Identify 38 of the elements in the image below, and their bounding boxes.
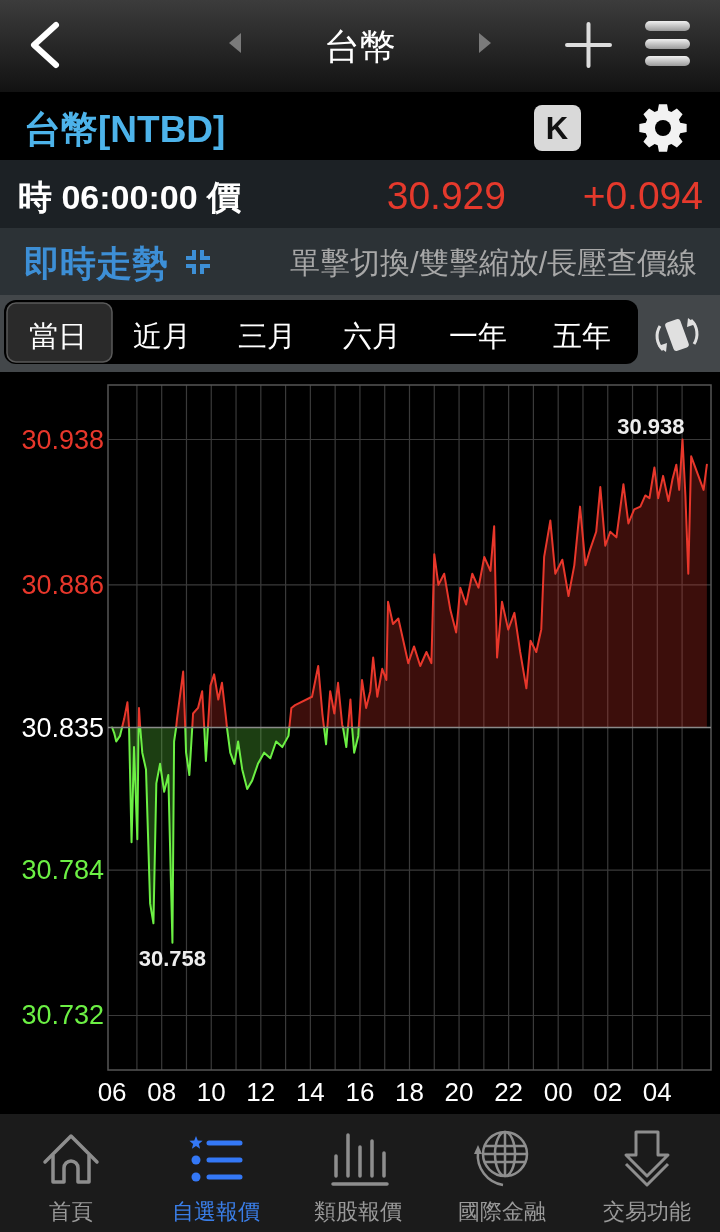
text: 當日	[29, 320, 87, 352]
annotation: 30.938	[617, 413, 685, 439]
x-tick-label: 06	[97, 1077, 127, 1107]
chart-subtitle: 台幣[NTBD]	[24, 109, 226, 150]
x-tick-label: 20	[444, 1077, 474, 1107]
x-tick-label: 12	[246, 1077, 276, 1107]
chart-title: 台幣	[324, 26, 396, 67]
y-tick-label: 30.938	[21, 424, 104, 455]
text: 交易功能	[603, 1199, 691, 1224]
x-tick-label: 02	[593, 1077, 623, 1107]
y-tick-label: 30.784	[21, 855, 104, 886]
x-tick-label: 04	[642, 1077, 672, 1107]
text: 時 06:00:00 價	[18, 178, 241, 216]
text: 六月	[343, 320, 401, 352]
text: 一年	[449, 320, 507, 352]
x-tick-label: 22	[494, 1077, 524, 1107]
x-tick-label: 18	[395, 1077, 424, 1107]
text: 自選報價	[172, 1199, 260, 1224]
text: 單擊切換/雙擊縮放/長壓查價線	[290, 246, 697, 279]
text: 類股報價	[314, 1199, 402, 1224]
text: 首頁	[49, 1199, 93, 1224]
x-tick-label: 00	[543, 1077, 573, 1107]
text: 五年	[553, 320, 611, 352]
y-tick-label: 30.835	[21, 712, 104, 743]
text: K	[545, 111, 569, 146]
y-tick-label: 30.732	[21, 1000, 104, 1031]
text: 三月	[238, 320, 296, 352]
text: 即時走勢	[24, 243, 168, 284]
x-tick-label: 10	[196, 1077, 226, 1107]
annotation: 30.758	[138, 945, 207, 971]
text: 近月	[133, 320, 191, 352]
text: +0.094	[582, 174, 703, 217]
x-tick-label: 08	[147, 1077, 177, 1107]
text: 30.929	[386, 174, 506, 217]
x-tick-label: 14	[295, 1077, 325, 1107]
x-tick-label: 16	[345, 1077, 375, 1107]
y-tick-label: 30.886	[21, 569, 104, 600]
text: 國際金融	[458, 1199, 546, 1224]
